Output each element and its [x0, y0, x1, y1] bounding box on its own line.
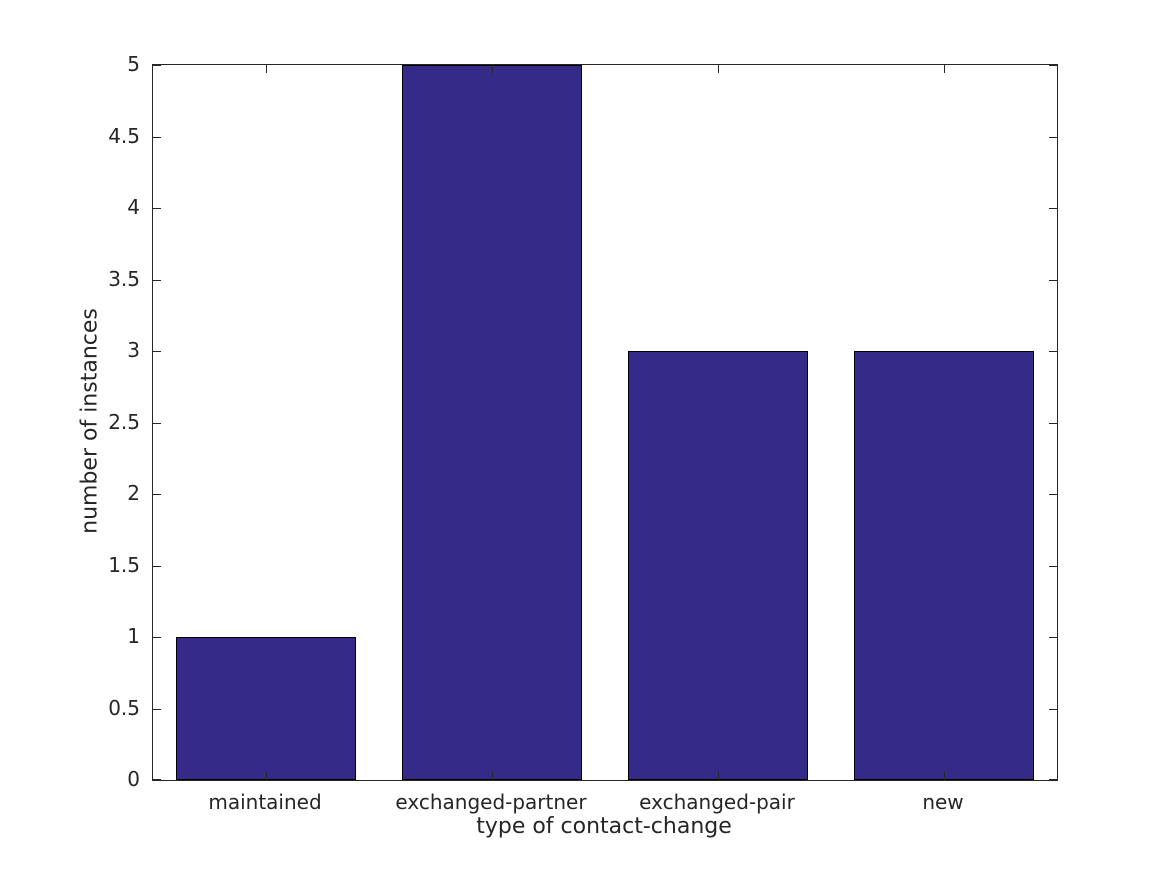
y-tick-mark — [153, 65, 161, 66]
y-tick-mark — [1049, 566, 1057, 567]
y-tick-label: 1.5 — [108, 553, 140, 577]
y-tick-label: 3 — [127, 338, 140, 362]
y-tick-mark — [153, 280, 161, 281]
y-tick-label: 2 — [127, 481, 140, 505]
y-tick-mark — [153, 494, 161, 495]
x-tick-mark — [718, 772, 719, 780]
bar-exchanged-pair — [627, 351, 809, 780]
y-tick-mark — [1049, 494, 1057, 495]
y-tick-label: 3.5 — [108, 267, 140, 291]
x-tick-label-maintained: maintained — [208, 790, 322, 814]
y-tick-label: 2.5 — [108, 410, 140, 434]
y-tick-label: 0.5 — [108, 696, 140, 720]
y-tick-label: 1 — [127, 624, 140, 648]
y-tick-label: 0 — [127, 767, 140, 791]
x-tick-mark — [944, 772, 945, 780]
x-tick-mark — [492, 772, 493, 780]
bar-exchanged-partner — [401, 65, 583, 780]
y-tick-mark — [153, 566, 161, 567]
y-tick-mark — [1049, 423, 1057, 424]
y-tick-mark — [1049, 351, 1057, 352]
y-tick-label: 5 — [127, 52, 140, 76]
y-tick-mark — [153, 637, 161, 638]
bar-maintained — [175, 637, 357, 780]
y-tick-mark — [153, 779, 161, 780]
x-tick-mark — [718, 65, 719, 73]
x-tick-mark — [492, 65, 493, 73]
plot-area — [152, 64, 1058, 781]
y-tick-mark — [153, 208, 161, 209]
x-tick-mark — [266, 772, 267, 780]
x-tick-label-new: new — [922, 790, 964, 814]
y-tick-mark — [1049, 65, 1057, 66]
y-tick-mark — [1049, 637, 1057, 638]
y-tick-mark — [1049, 137, 1057, 138]
y-tick-mark — [153, 709, 161, 710]
y-tick-mark — [153, 423, 161, 424]
x-tick-label-exchanged-pair: exchanged-pair — [639, 790, 795, 814]
x-axis-label: type of contact-change — [476, 814, 732, 839]
y-tick-mark — [1049, 709, 1057, 710]
y-tick-mark — [1049, 779, 1057, 780]
y-tick-mark — [153, 351, 161, 352]
x-tick-mark — [944, 65, 945, 73]
y-tick-mark — [1049, 208, 1057, 209]
y-tick-label: 4.5 — [108, 124, 140, 148]
x-tick-mark — [266, 65, 267, 73]
y-tick-label: 4 — [127, 195, 140, 219]
y-tick-mark — [1049, 280, 1057, 281]
bar-new — [853, 351, 1035, 780]
y-tick-mark — [153, 137, 161, 138]
x-tick-label-exchanged-partner: exchanged-partner — [395, 790, 587, 814]
